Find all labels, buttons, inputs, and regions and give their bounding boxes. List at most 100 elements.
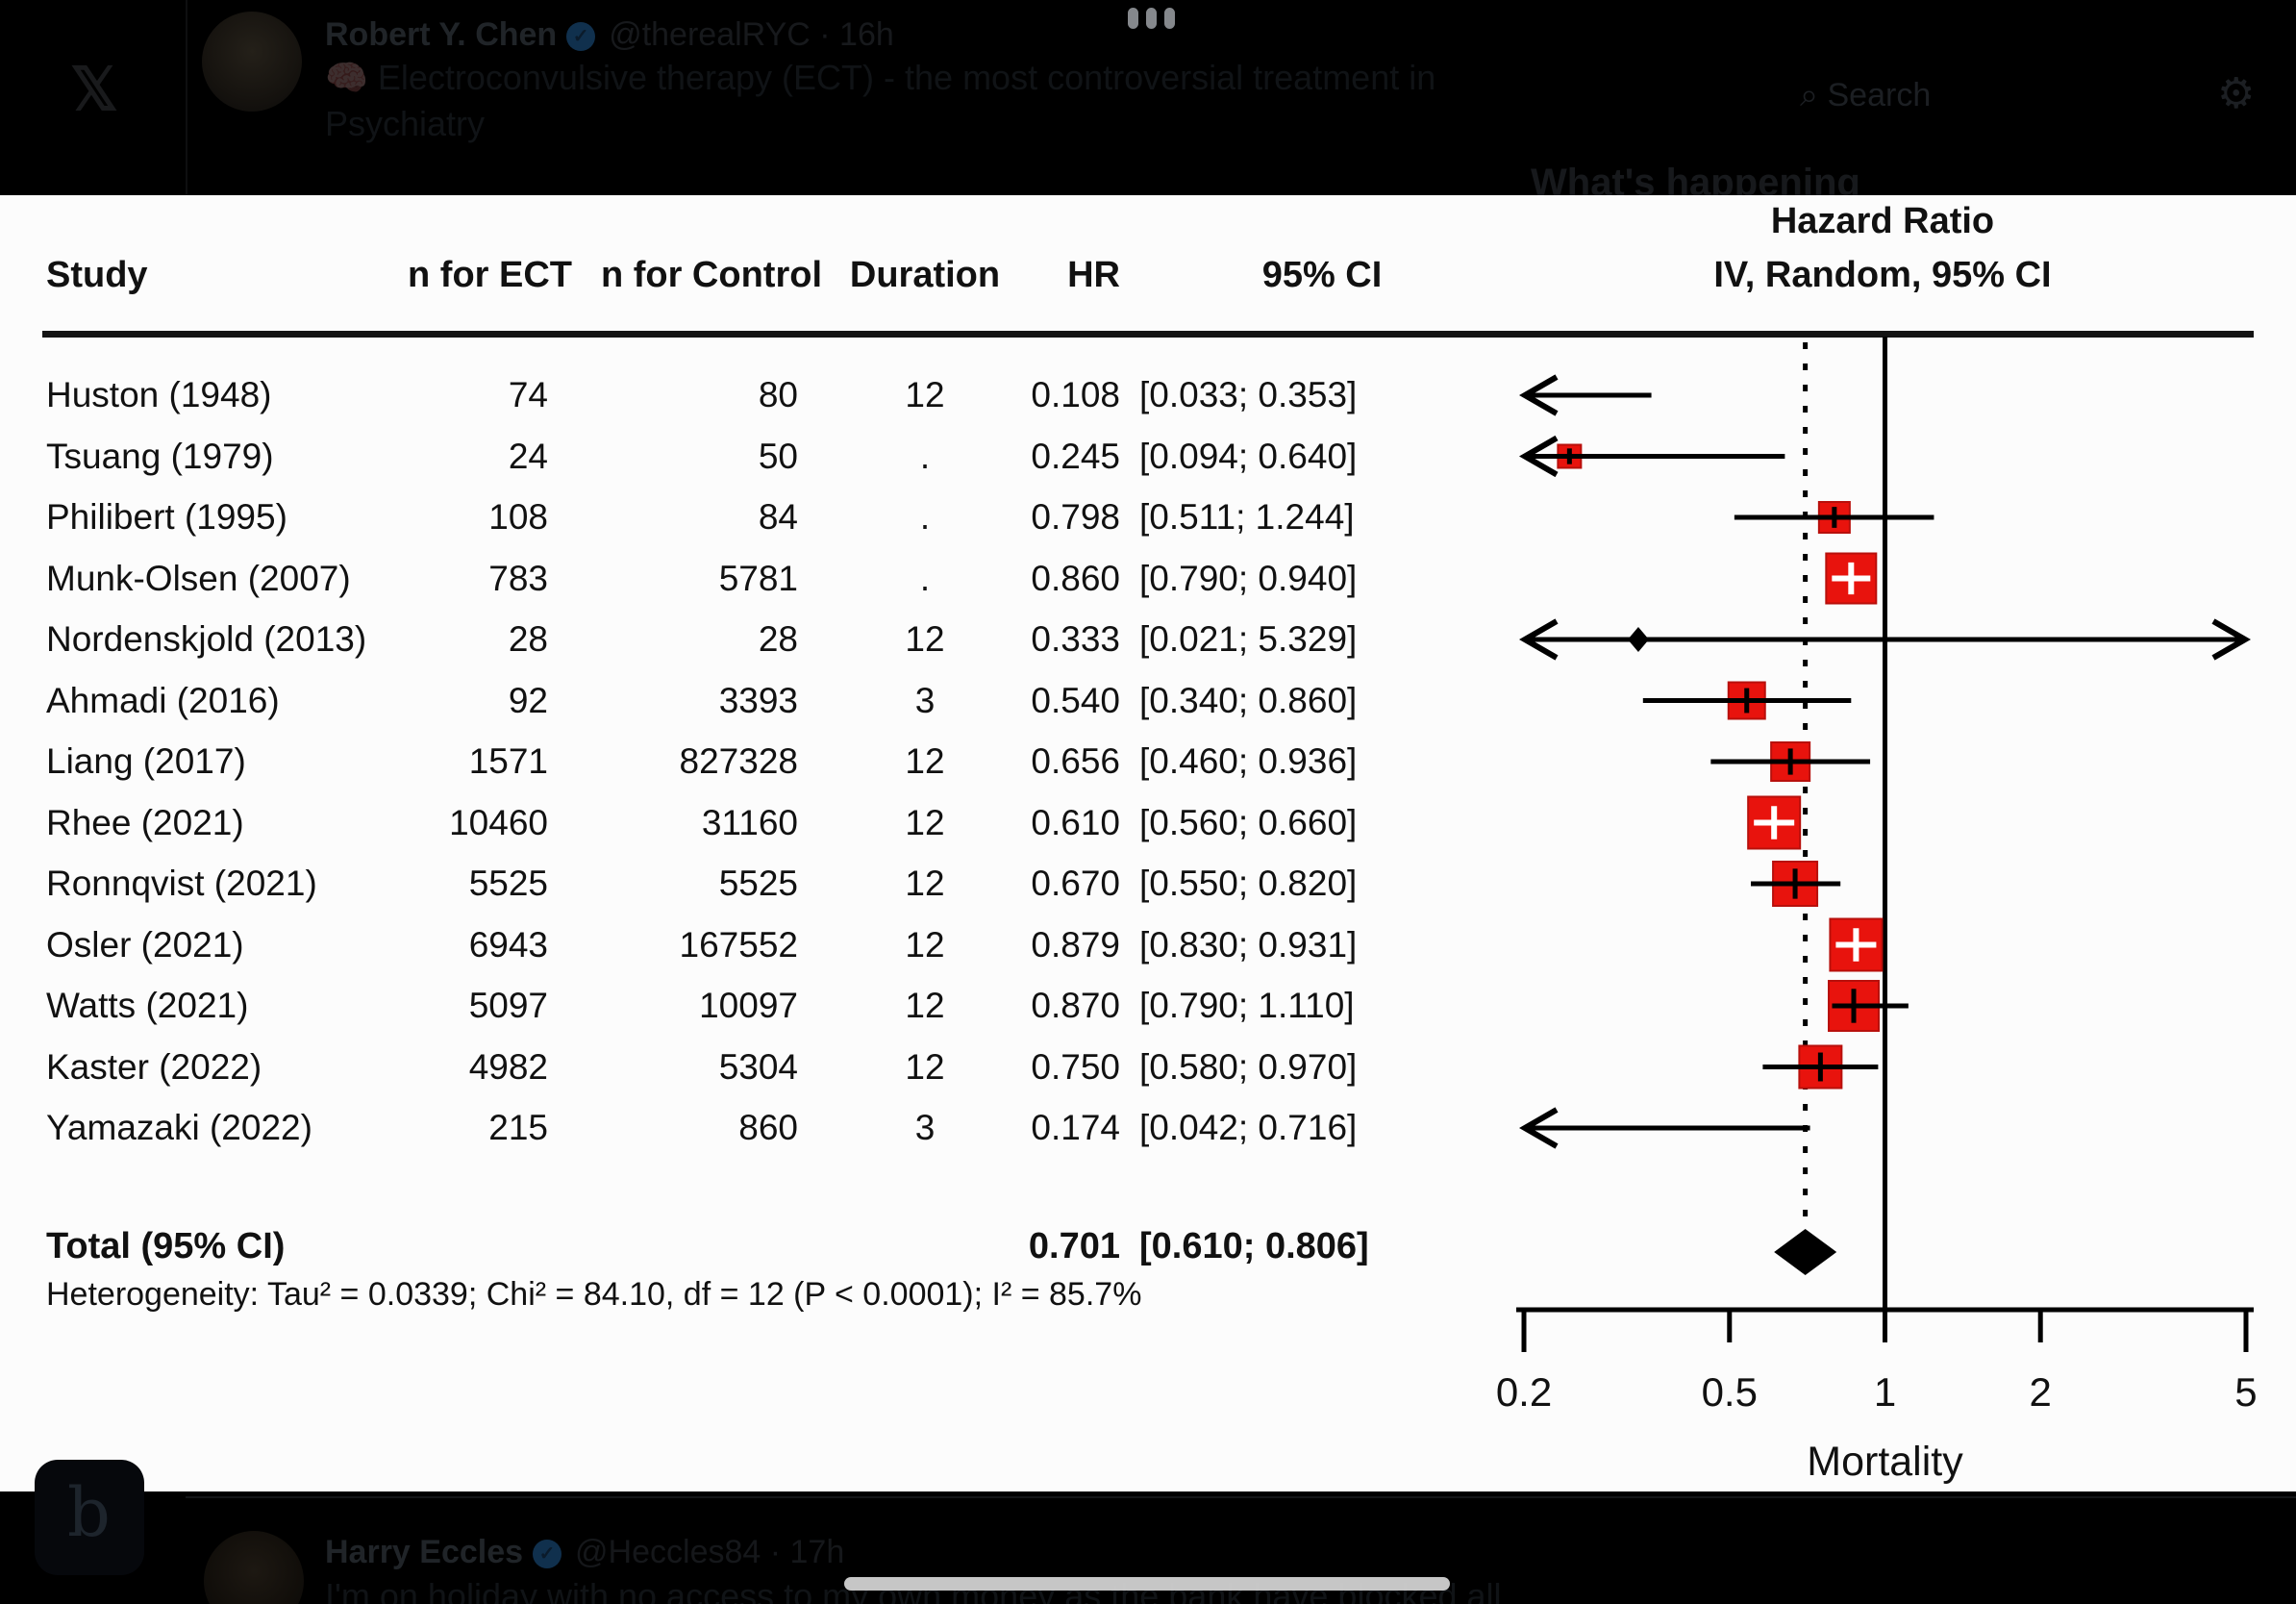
cell-n-control: 50 (758, 436, 798, 476)
cell-hr: 0.333 (1031, 619, 1120, 659)
author-name: Robert Y. Chen (325, 16, 558, 53)
cell-study: Huston (1948) (46, 375, 272, 414)
cell-study: Osler (2021) (46, 924, 244, 965)
tweet-divider (186, 1496, 2296, 1498)
x-axis-tick-label: 1 (1874, 1369, 1896, 1415)
x-axis-tick-label: 2 (2030, 1369, 2052, 1415)
header-rule (42, 331, 2254, 338)
cell-n-ect: 28 (508, 619, 548, 659)
column-header-n-control: n for Control (600, 255, 822, 295)
cell-n-control: 80 (758, 375, 798, 414)
more-dot-icon (1145, 8, 1157, 29)
author-name: Harry Eccles (325, 1534, 524, 1570)
table-row: Huston (1948) 74 80 12 0.108 [0.033; 0.353] (0, 364, 2296, 426)
cell-duration: 3 (914, 1108, 936, 1147)
cell-hr: 0.798 (1031, 497, 1120, 537)
cell-hr: 0.174 (1031, 1108, 1120, 1147)
cell-ci: [0.790; 0.940] (1139, 558, 1358, 598)
cell-duration: 12 (905, 864, 945, 903)
column-header-duration: Duration (849, 255, 1001, 295)
cell-n-control: 5525 (718, 864, 798, 903)
cell-duration: 12 (905, 986, 945, 1025)
cell-hr: 0.750 (1031, 1046, 1120, 1087)
table-row: Osler (2021) 6943 167552 12 0.879 [0.830; 0.9… (0, 915, 2296, 976)
cell-duration: 12 (905, 924, 945, 965)
cell-study: Watts (2021) (46, 986, 249, 1025)
cell-hr: 0.108 (1031, 375, 1120, 414)
more-options-button[interactable] (1108, 8, 1194, 46)
cell-n-ect: 24 (508, 436, 548, 476)
column-header-study: Study (46, 255, 148, 295)
verified-badge-icon: ✓ (566, 22, 596, 52)
search-input: ⌕ Search (1800, 75, 1931, 115)
cell-n-control: 28 (758, 619, 798, 659)
tweet-text: Electroconvulsive therapy (ECT) - the mo… (377, 58, 1436, 97)
cell-ci: [0.460; 0.936] (1139, 741, 1358, 781)
home-indicator[interactable] (844, 1577, 1450, 1591)
cell-n-ect: 5525 (468, 864, 548, 903)
cell-n-control: 10097 (699, 986, 798, 1025)
tweet-author-row: Harry Eccles ✓ @Heccles84 · 17h (325, 1533, 844, 1571)
table-row: Munk-Olsen (2007) 783 5781. 0.860 [0.790; 0.… (0, 548, 2296, 610)
x-axis-tick-label: 0.5 (1702, 1369, 1758, 1415)
cell-hr: 0.860 (1031, 558, 1120, 598)
table-row: Ronnqvist (2021) 5525 5525 12 0.670 [0.550; 0… (0, 853, 2296, 915)
cell-study: Yamazaki (2022) (46, 1108, 312, 1147)
sidebar-divider (186, 0, 187, 197)
table-row: Watts (2021) 5097 10097 12 0.870 [0.790; 1.11… (0, 975, 2296, 1037)
table-row: Tsuang (1979) 24 50. 0.245 [0.094; 0.640] (0, 426, 2296, 488)
cell-duration: . (919, 497, 931, 537)
cell-n-ect: 4982 (468, 1046, 548, 1087)
plot-subtitle: IV, Random, 95% CI (1713, 255, 2052, 295)
column-header-n-ect: n for ECT (408, 255, 572, 295)
cell-duration: . (919, 558, 931, 598)
cell-n-ect: 108 (488, 497, 548, 537)
cell-study: Tsuang (1979) (46, 436, 274, 476)
cell-ci: [0.580; 0.970] (1139, 1046, 1358, 1087)
cell-hr: 0.670 (1031, 864, 1120, 903)
x-logo-icon: 𝕏 (70, 57, 118, 123)
cell-hr: 0.540 (1031, 680, 1120, 720)
cell-n-control: 167552 (679, 924, 798, 965)
search-icon: ⌕ (1800, 77, 1819, 113)
cell-ci: [0.790; 1.110] (1139, 986, 1355, 1025)
thumbnail-glyph: b (67, 1473, 111, 1552)
cell-ci: [0.033; 0.353] (1139, 375, 1358, 414)
cell-n-ect: 6943 (468, 924, 548, 965)
cell-n-ect: 1571 (468, 741, 548, 781)
cell-ci: [0.830; 0.931] (1139, 924, 1358, 965)
x-axis-tick-label: 0.2 (1496, 1369, 1552, 1415)
tweet-author-row: Robert Y. Chen ✓ @therealRYC · 16h (325, 15, 894, 54)
plot-title: Hazard Ratio (1770, 201, 1995, 241)
cell-duration: 12 (905, 1046, 945, 1087)
x-axis-tick-label: 5 (2234, 1369, 2257, 1415)
cell-n-ect: 215 (488, 1108, 548, 1147)
dimmed-top-bar: 𝕏 Robert Y. Chen ✓ @therealRYC · 16h 🧠 Ele… (0, 0, 2296, 204)
verified-badge-icon: ✓ (533, 1540, 562, 1569)
cell-study: Ahmadi (2016) (46, 680, 280, 720)
cell-ci: [0.550; 0.820] (1139, 864, 1358, 903)
media-thumbnail: b (35, 1460, 144, 1575)
cell-ci: [0.094; 0.640] (1139, 436, 1358, 476)
cell-ci: [0.042; 0.716] (1139, 1108, 1358, 1147)
table-row: Ahmadi (2016) 92 3393 3 0.540 [0.340; 0.860] (0, 670, 2296, 732)
cell-hr: 0.245 (1031, 436, 1120, 476)
cell-hr: 0.879 (1031, 924, 1120, 965)
table-row: Philibert (1995) 108 84. 0.798 [0.511; 1.244… (0, 487, 2296, 548)
search-placeholder: Search (1827, 77, 1932, 113)
cell-study: Nordenskjold (2013) (46, 619, 367, 659)
cell-n-ect: 5097 (468, 986, 548, 1025)
cell-study: Rhee (2021) (46, 802, 244, 842)
cell-n-control: 5781 (718, 558, 798, 598)
tweet-text-line2: Psychiatry (325, 104, 486, 143)
heterogeneity-text: Heterogeneity: Tau² = 0.0339; Chi² = 84.… (46, 1276, 1142, 1313)
cell-n-control: 860 (738, 1108, 798, 1147)
cell-n-ect: 92 (508, 680, 548, 720)
cell-n-ect: 783 (488, 558, 548, 598)
cell-hr: 0.656 (1031, 741, 1120, 781)
cell-n-control: 5304 (718, 1046, 798, 1087)
cell-duration: 12 (905, 802, 945, 842)
cell-study: Philibert (1995) (46, 497, 287, 537)
table-row: Kaster (2022) 4982 5304 12 0.750 [0.580; 0.97… (0, 1037, 2296, 1098)
brain-emoji-icon: 🧠 (325, 58, 368, 97)
